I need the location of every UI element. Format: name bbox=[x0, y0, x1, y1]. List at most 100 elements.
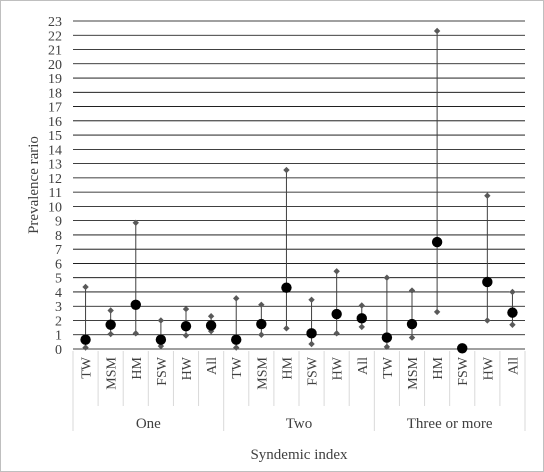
prevalence-point bbox=[381, 332, 393, 343]
prevalence-point bbox=[331, 308, 342, 320]
y-tick-label: 1 bbox=[55, 329, 62, 344]
prevalence-point bbox=[231, 334, 242, 345]
lower-bound-marker bbox=[509, 321, 516, 328]
lower-bound-marker bbox=[157, 342, 165, 350]
category-label: FSW bbox=[306, 356, 321, 386]
upper-bound-marker bbox=[157, 317, 165, 324]
upper-bound-marker bbox=[484, 192, 491, 199]
y-tick-label: 20 bbox=[48, 58, 62, 73]
category-label: MSM bbox=[255, 356, 270, 389]
y-tick-label: 2 bbox=[55, 314, 62, 329]
lower-bound-marker bbox=[308, 340, 315, 348]
upper-bound-marker bbox=[233, 295, 240, 302]
y-tick-label: 3 bbox=[55, 300, 62, 315]
category-label: All bbox=[356, 357, 371, 375]
lower-bound-marker bbox=[383, 343, 391, 351]
group-label: Two bbox=[286, 416, 312, 432]
prevalence-point bbox=[507, 307, 518, 318]
y-tick-label: 0 bbox=[55, 343, 62, 358]
lower-bound-marker bbox=[258, 331, 265, 338]
prevalence-point bbox=[406, 318, 418, 330]
upper-bound-marker bbox=[433, 27, 441, 35]
lower-bound-marker bbox=[333, 330, 340, 337]
category-label: TW bbox=[230, 356, 245, 379]
y-tick-label: 8 bbox=[55, 229, 62, 244]
y-tick-label: 23 bbox=[48, 15, 62, 30]
prevalence-point bbox=[281, 282, 292, 293]
lower-bound-marker bbox=[484, 317, 491, 324]
y-tick-label: 6 bbox=[55, 257, 62, 272]
group-label: Three or more bbox=[407, 416, 493, 432]
y-tick-label: 11 bbox=[49, 186, 62, 201]
group-label: One bbox=[136, 416, 161, 432]
prevalence-point bbox=[80, 334, 91, 345]
y-tick-label: 14 bbox=[48, 143, 62, 158]
y-tick-label: 4 bbox=[55, 286, 62, 301]
lower-bound-marker bbox=[82, 344, 89, 351]
y-tick-label: 5 bbox=[55, 272, 62, 287]
category-label: HW bbox=[180, 356, 195, 380]
prevalence-point bbox=[130, 299, 141, 310]
lower-bound-marker bbox=[283, 325, 290, 332]
y-tick-label: 10 bbox=[48, 200, 62, 215]
lower-bound-marker bbox=[233, 344, 240, 351]
y-tick-label: 12 bbox=[48, 172, 62, 187]
category-label: All bbox=[205, 357, 220, 375]
prevalence-point bbox=[306, 328, 317, 339]
category-label: HW bbox=[481, 356, 496, 380]
lower-bound-marker bbox=[207, 327, 215, 335]
upper-bound-marker bbox=[383, 274, 391, 281]
prevalence-point bbox=[256, 318, 267, 330]
y-axis-title: Prevalence rario bbox=[26, 136, 42, 234]
upper-bound-marker bbox=[333, 268, 340, 275]
lower-bound-marker bbox=[107, 330, 114, 338]
lower-bound-marker bbox=[433, 308, 441, 316]
upper-bound-marker bbox=[207, 313, 215, 320]
prevalence-point bbox=[431, 236, 443, 248]
upper-bound-marker bbox=[258, 301, 265, 308]
category-label: FSW bbox=[155, 356, 170, 386]
prevalence-point bbox=[482, 276, 493, 288]
x-axis-title: Syndemic index bbox=[250, 447, 348, 463]
upper-bound-marker bbox=[308, 296, 315, 303]
y-tick-label: 7 bbox=[55, 243, 62, 258]
y-tick-label: 13 bbox=[48, 158, 62, 173]
prevalence-point bbox=[356, 313, 367, 324]
lower-bound-marker bbox=[358, 323, 365, 331]
upper-bound-marker bbox=[107, 307, 114, 314]
category-label: MSM bbox=[105, 356, 120, 389]
category-label: TW bbox=[80, 356, 95, 379]
upper-bound-marker bbox=[358, 302, 365, 309]
category-label: HM bbox=[431, 356, 446, 379]
prevalence-point bbox=[457, 343, 468, 354]
upper-bound-marker bbox=[283, 166, 290, 174]
category-label: HW bbox=[331, 356, 346, 380]
upper-bound-marker bbox=[408, 287, 416, 294]
y-tick-label: 16 bbox=[48, 115, 62, 130]
category-label: HM bbox=[280, 356, 295, 379]
y-tick-label: 21 bbox=[48, 44, 62, 59]
y-tick-label: 19 bbox=[48, 72, 62, 87]
y-tick-label: 18 bbox=[48, 86, 62, 101]
y-tick-label: 17 bbox=[48, 101, 62, 116]
prevalence-point bbox=[180, 320, 192, 332]
category-label: FSW bbox=[456, 356, 471, 386]
category-label: TW bbox=[381, 356, 396, 379]
lower-bound-marker bbox=[132, 330, 139, 337]
prevalence-point bbox=[105, 319, 116, 330]
upper-bound-marker bbox=[509, 288, 516, 296]
lower-bound-marker bbox=[182, 332, 190, 339]
lower-bound-marker bbox=[408, 334, 416, 341]
upper-bound-marker bbox=[182, 305, 190, 313]
upper-bound-marker bbox=[132, 219, 139, 226]
y-tick-label: 9 bbox=[55, 215, 62, 230]
category-label: All bbox=[506, 357, 521, 375]
prevalence-point bbox=[205, 320, 217, 331]
upper-bound-marker bbox=[82, 283, 89, 291]
y-tick-label: 22 bbox=[48, 29, 62, 44]
category-label: HM bbox=[130, 356, 145, 379]
prevalence-point bbox=[155, 334, 167, 345]
category-label: MSM bbox=[406, 356, 421, 389]
